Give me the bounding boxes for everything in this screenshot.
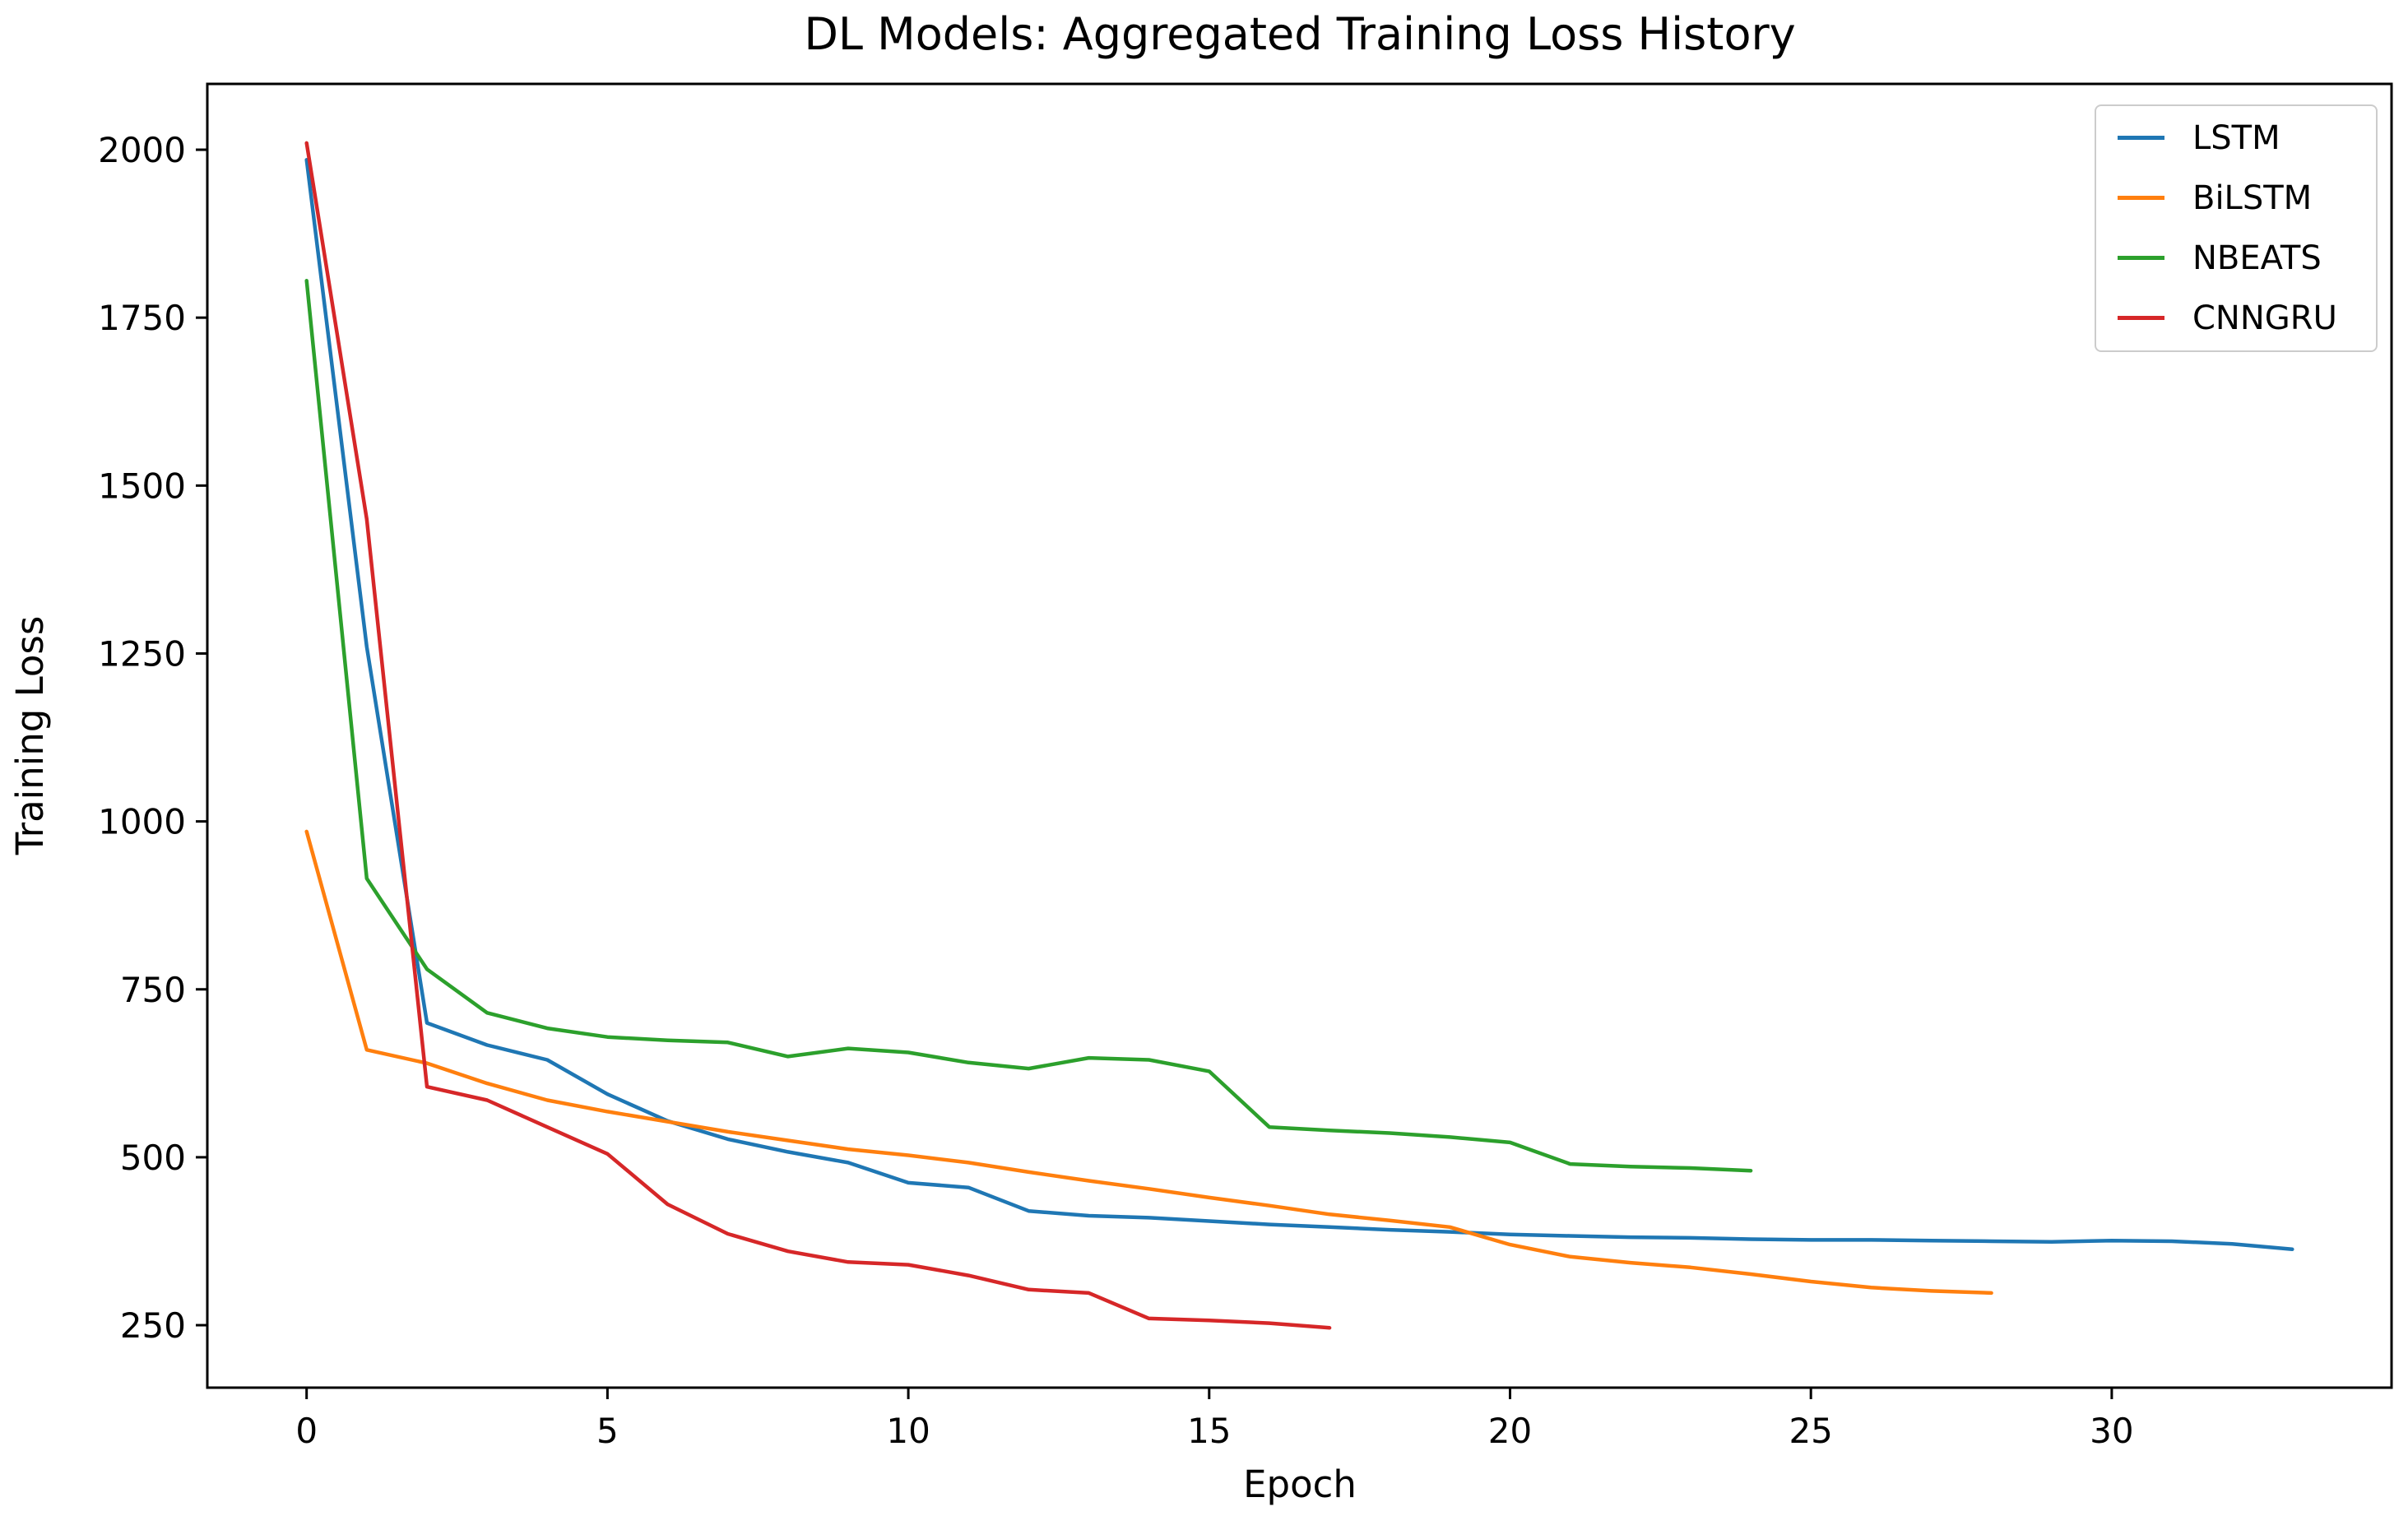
series-line-lstm bbox=[304, 158, 2294, 1252]
y-tick-label: 1500 bbox=[98, 466, 186, 506]
axes-layer: 0 5 10 15 20 25 30 250 500 750 1000 1250 1500 1750 200… bbox=[98, 82, 2393, 1451]
y-tick-label: 250 bbox=[120, 1305, 186, 1346]
legend-item-lstm: LSTM bbox=[2096, 108, 2376, 168]
series-line-nbeats bbox=[304, 279, 1753, 1173]
chart-title: DL Models: Aggregated Training Loss Hist… bbox=[804, 8, 1795, 60]
legend-label-bilstm: BiLSTM bbox=[2192, 178, 2313, 217]
y-tick-label: 2000 bbox=[98, 130, 186, 170]
cnngru-line-swatch bbox=[2118, 316, 2164, 320]
legend-item-bilstm: BiLSTM bbox=[2096, 168, 2376, 228]
x-tick-label: 15 bbox=[1187, 1411, 1231, 1451]
legend-item-cnngru: CNNGRU bbox=[2096, 288, 2376, 348]
x-tick-label: 20 bbox=[1488, 1411, 1532, 1451]
y-axis-label: Training Loss bbox=[8, 616, 52, 856]
y-tick-label: 1750 bbox=[98, 298, 186, 338]
x-axis-label: Epoch bbox=[1243, 1463, 1357, 1506]
y-tick-label: 1000 bbox=[98, 802, 186, 842]
series-layer bbox=[304, 141, 2294, 1330]
x-tick-label: 5 bbox=[596, 1411, 619, 1451]
x-tick-label: 10 bbox=[886, 1411, 930, 1451]
legend-label-lstm: LSTM bbox=[2192, 118, 2280, 157]
legend: LSTM BiLSTM NBEATS CNNGRU bbox=[2095, 104, 2378, 352]
plot-border bbox=[206, 82, 2393, 1389]
x-tick-label: 25 bbox=[1789, 1411, 1832, 1451]
legend-item-nbeats: NBEATS bbox=[2096, 228, 2376, 288]
lstm-line-swatch bbox=[2118, 136, 2164, 140]
bilstm-line-swatch bbox=[2118, 196, 2164, 200]
y-tick-label: 750 bbox=[120, 970, 186, 1010]
nbeats-line-swatch bbox=[2118, 256, 2164, 260]
x-tick-label: 30 bbox=[2090, 1411, 2133, 1451]
series-line-cnngru bbox=[304, 141, 1332, 1330]
legend-label-nbeats: NBEATS bbox=[2192, 239, 2322, 277]
series-line-bilstm bbox=[304, 829, 1993, 1296]
y-tick-label: 500 bbox=[120, 1138, 186, 1178]
x-tick-label: 0 bbox=[295, 1411, 318, 1451]
y-tick-label: 1250 bbox=[98, 633, 186, 674]
legend-label-cnngru: CNNGRU bbox=[2192, 299, 2337, 337]
